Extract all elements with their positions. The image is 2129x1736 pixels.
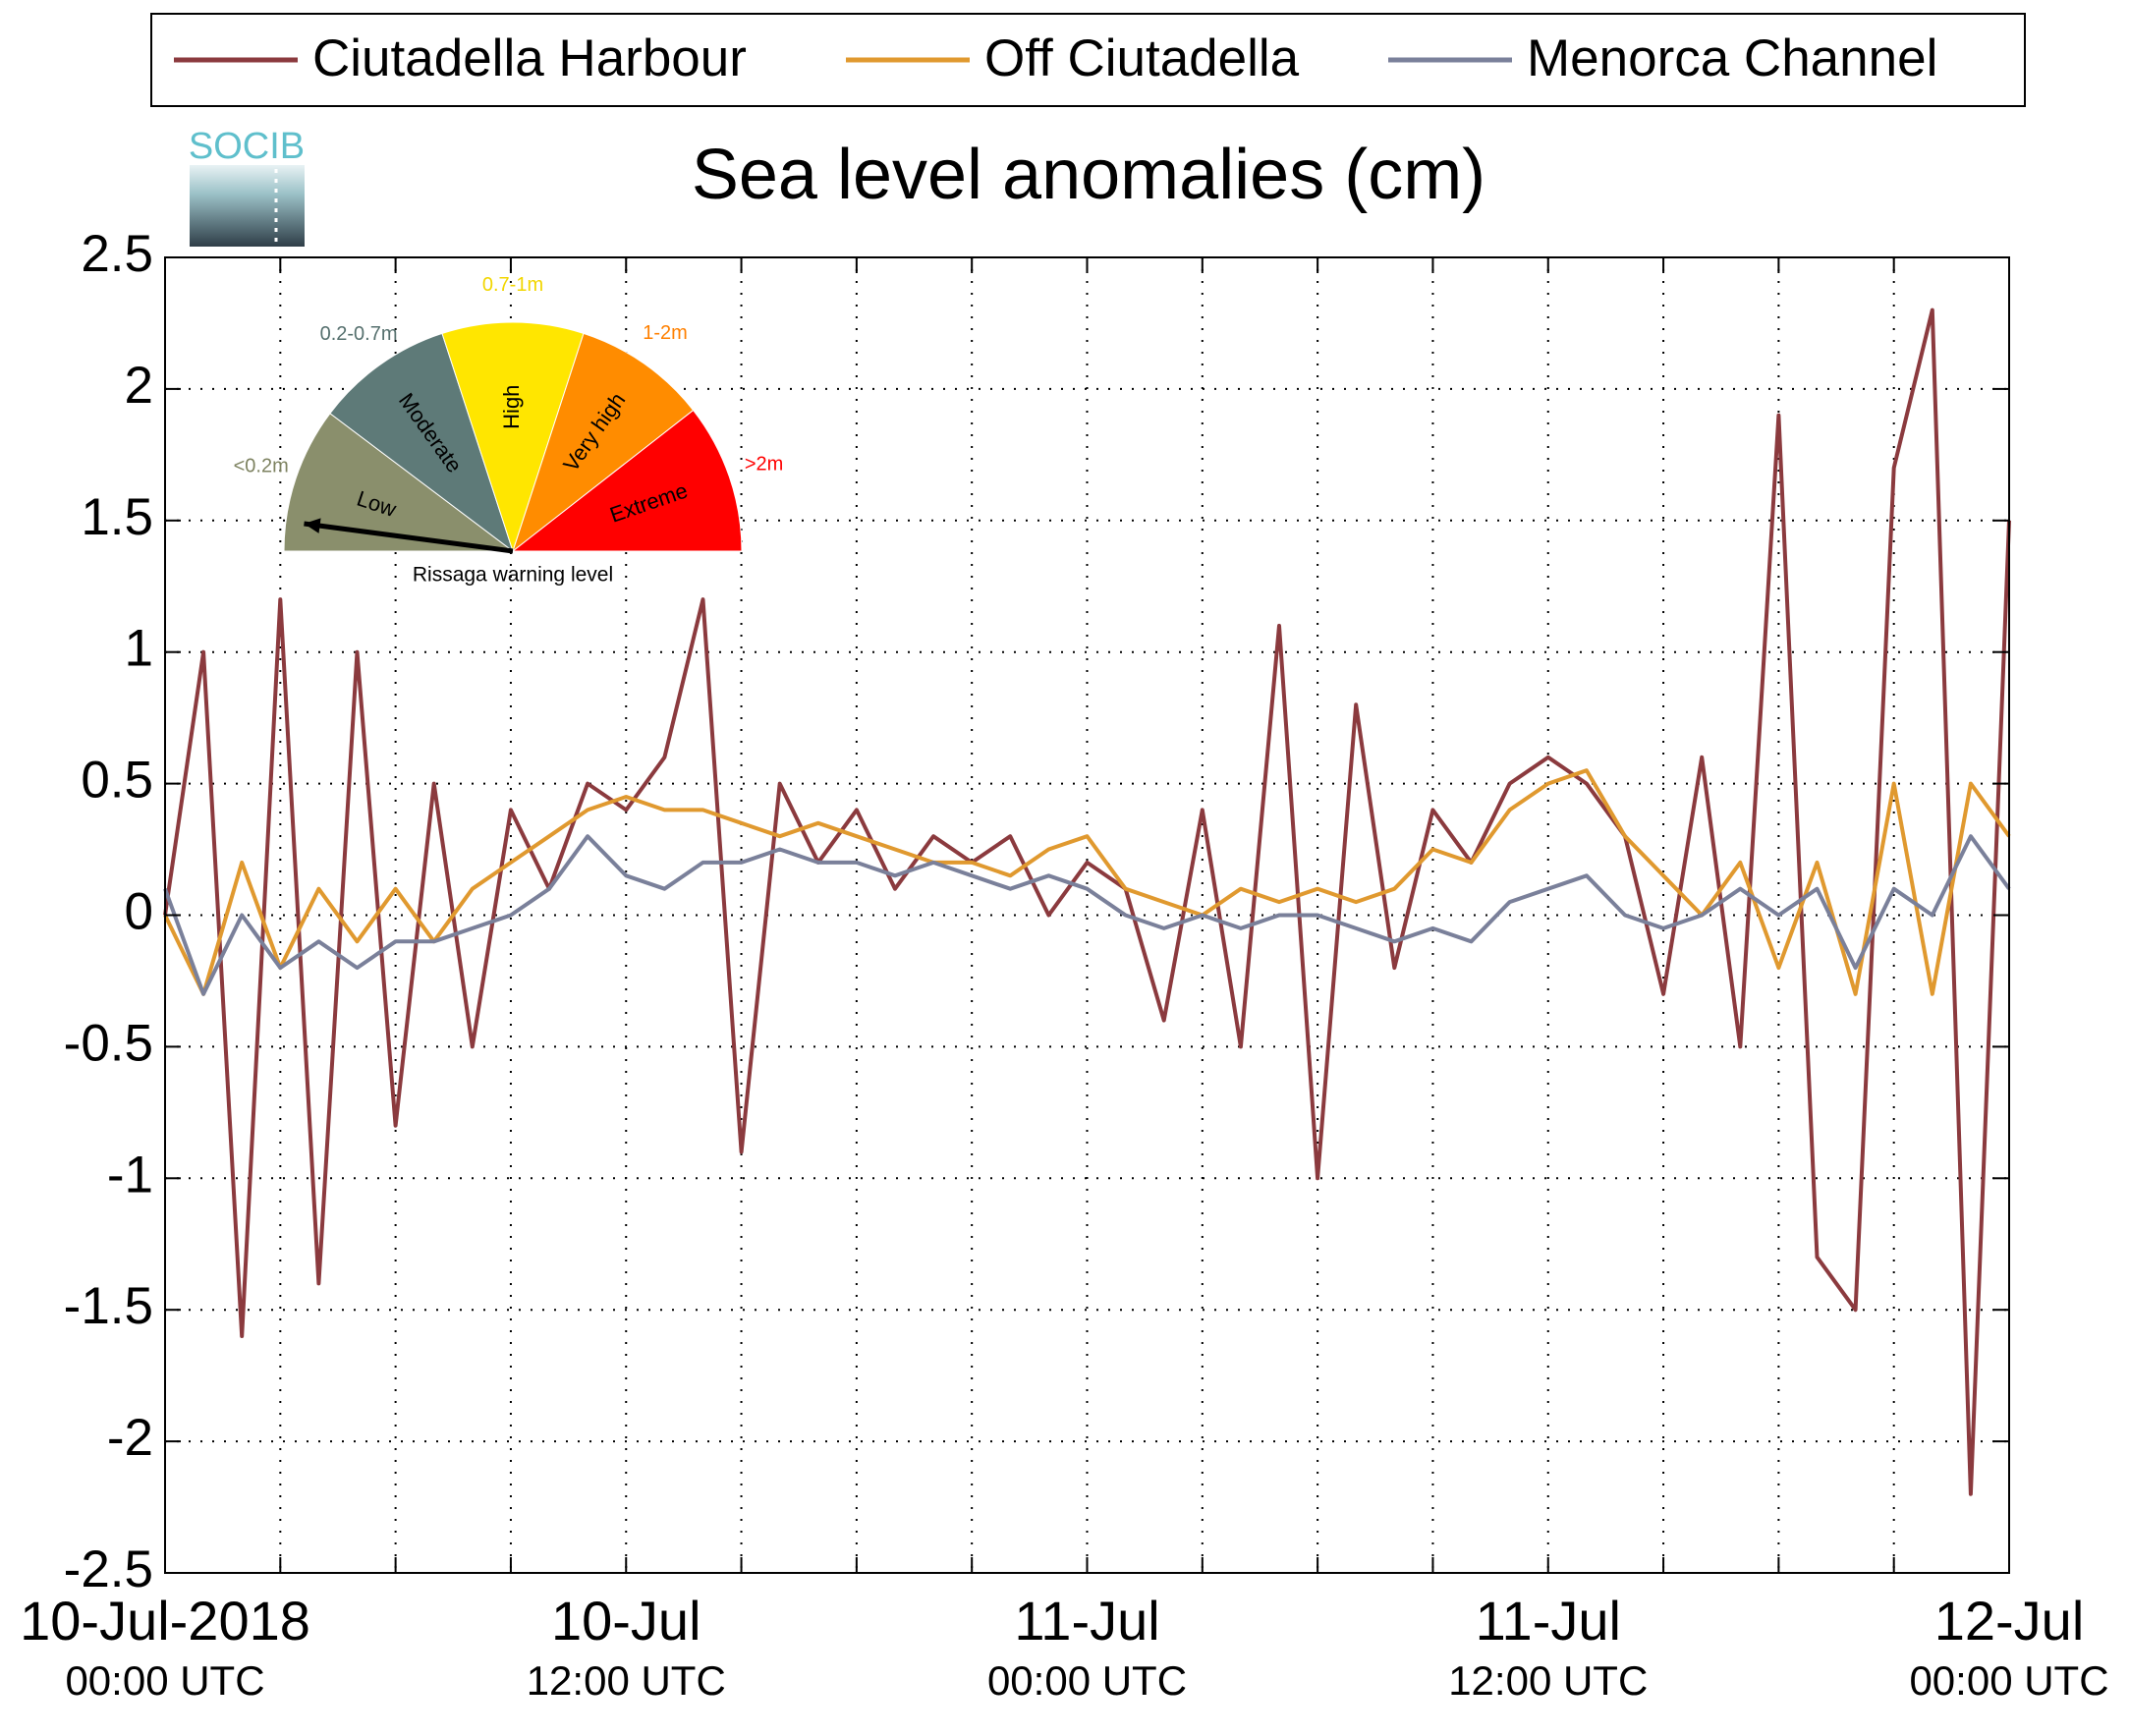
y-tick-label: -0.5 (64, 1014, 153, 1072)
gauge-needle-head (304, 518, 321, 533)
gauge-level-range: 0.2-0.7m (320, 323, 398, 345)
x-tick-label: 11-Jul 00:00 UTC (987, 1590, 1187, 1704)
x-tick-label-line: 00:00 UTC (65, 1657, 264, 1704)
y-tick-label: 2.5 (81, 225, 153, 283)
gauge-level-range: >2m (745, 453, 783, 475)
x-tick-label: 10-Jul 12:00 UTC (527, 1590, 726, 1704)
x-tick-label-line: 12-Jul (1934, 1590, 2085, 1652)
gauge-segment (329, 332, 514, 553)
gauge-title: Rissaga warning level (413, 564, 613, 587)
gauge-segment (511, 409, 743, 552)
y-tick-label: 0 (125, 883, 153, 941)
legend-label: Ciutadella Harbour (312, 29, 747, 87)
gauge-segment (441, 321, 585, 553)
x-tick-label-line: 10-Jul (551, 1590, 701, 1652)
y-tick-label: 1.5 (81, 488, 153, 546)
gauge-level-range: <0.2m (234, 456, 289, 477)
gauge-level-range: 0.7-1m (482, 274, 543, 296)
x-tick-label: 12-Jul 00:00 UTC (1909, 1590, 2108, 1704)
logo-text: SOCIB (189, 126, 305, 167)
x-tick-label-line: 11-Jul (1476, 1590, 1621, 1652)
gauge-level-range: 1-2m (643, 322, 688, 344)
y-tick-label: -2.5 (64, 1540, 153, 1598)
legend-label: Off Ciutadella (984, 29, 1300, 87)
y-tick-label: -2 (107, 1409, 153, 1467)
y-tick-label: 0.5 (81, 752, 153, 810)
x-tick-label-line: 10-Jul-2018 (20, 1590, 310, 1652)
y-tick-label: 1 (125, 620, 153, 678)
series-line (163, 834, 2011, 996)
y-tick-label: -1.5 (64, 1277, 153, 1335)
x-tick-label: 10-Jul-2018 00:00 UTC (20, 1590, 310, 1704)
x-tick-label-line: 12:00 UTC (1448, 1657, 1648, 1704)
x-tick-label-line: 11-Jul (1014, 1590, 1159, 1652)
x-tick-label: 11-Jul 12:00 UTC (1448, 1590, 1648, 1704)
gauge-segment (512, 332, 695, 553)
gauge-level-name: High (499, 385, 524, 429)
legend-label: Menorca Channel (1527, 29, 1937, 87)
y-tick-label: 2 (125, 357, 153, 415)
gauge-needle (304, 521, 514, 554)
x-tick-label-line: 12:00 UTC (527, 1657, 726, 1704)
series-line (163, 308, 2011, 1496)
x-tick-label-line: 00:00 UTC (1909, 1657, 2108, 1704)
x-tick-label-line: 00:00 UTC (987, 1657, 1187, 1704)
logo-image (190, 165, 305, 247)
y-tick-label: -1 (107, 1146, 153, 1204)
gauge-segment (283, 413, 515, 552)
legend-box (150, 13, 2026, 107)
chart-title: Sea level anomalies (cm) (692, 136, 1485, 214)
